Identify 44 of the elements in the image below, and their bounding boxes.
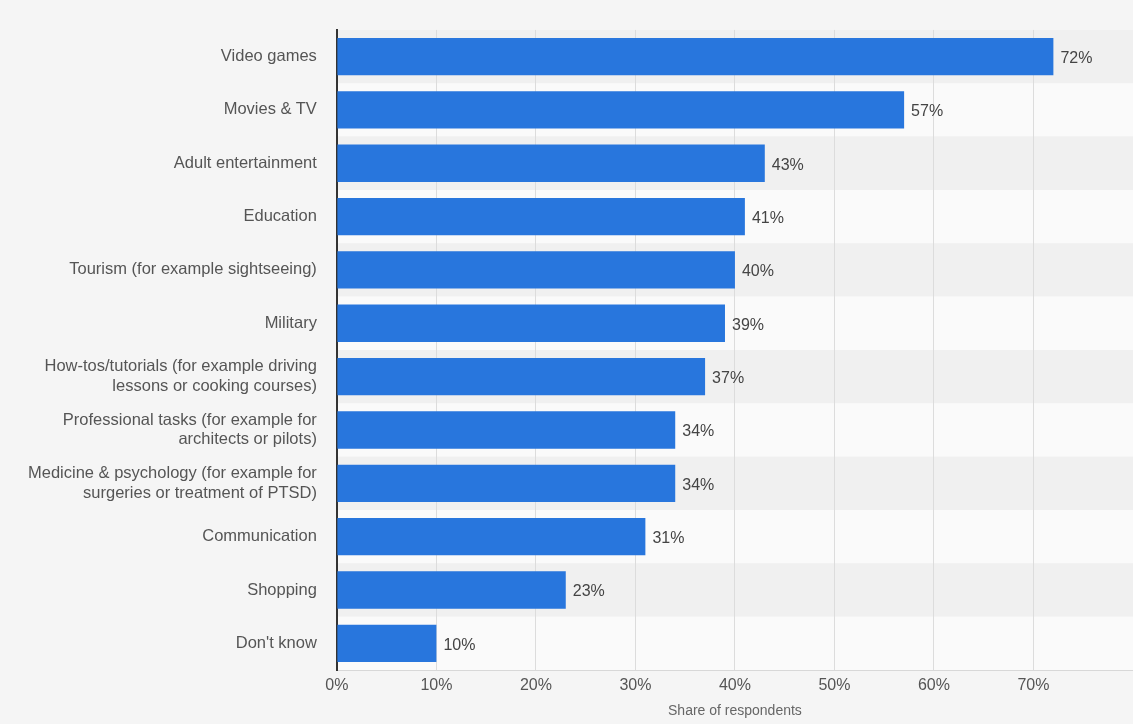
x-tick-label: 0%: [325, 676, 349, 694]
bar: [337, 91, 905, 129]
y-tick-label: Movies & TV: [223, 99, 317, 118]
data-label: 34%: [682, 422, 715, 440]
bar: [337, 411, 676, 449]
data-label: 57%: [911, 102, 944, 120]
y-tick-label: Video games: [220, 46, 317, 65]
y-tick-label: Communication: [202, 526, 317, 545]
y-tick-label: Education: [243, 206, 317, 225]
data-label: 40%: [741, 262, 774, 280]
y-tick-label: Don't know: [235, 632, 317, 651]
data-label: 10%: [443, 635, 476, 653]
data-label: 31%: [652, 529, 685, 547]
data-label: 72%: [1060, 48, 1093, 66]
x-tick-label: 20%: [519, 676, 552, 694]
y-tick-label: Medicine & psychology (for example for surgeries or treatment of PTSD): [27, 462, 318, 501]
data-label: 43%: [771, 155, 804, 173]
y-tick-label: Military: [264, 312, 318, 331]
x-tick-label: 30%: [619, 676, 652, 694]
x-tick-label: 40%: [718, 676, 751, 694]
bar: [337, 357, 706, 396]
bar: [337, 197, 745, 236]
bar: [337, 304, 725, 342]
y-tick-label: Adult entertainment: [173, 152, 318, 171]
bar: [337, 624, 437, 662]
x-tick-label: 70%: [1017, 676, 1050, 694]
x-tick-label: 50%: [818, 676, 851, 694]
x-tick-label: 10%: [420, 676, 453, 694]
bar: [337, 144, 765, 182]
data-label: 34%: [682, 475, 715, 493]
bar: [337, 517, 646, 556]
data-label: 41%: [751, 209, 784, 226]
x-axis-title: Share of respondents: [668, 702, 802, 719]
x-tick-label: 60%: [917, 676, 950, 694]
y-tick-label: Professional tasks (for example for architects or pilots): [62, 409, 318, 448]
bar: [337, 464, 676, 502]
y-tick-label: Tourism (for example sightseeing): [69, 259, 317, 278]
data-label: 39%: [731, 315, 765, 333]
data-label: 23%: [572, 582, 605, 600]
bar: [337, 251, 735, 289]
y-tick-label: Shopping: [247, 579, 317, 598]
y-tick-label: How-tos/tutorials (for example driving lessons or cooking courses): [44, 356, 317, 395]
data-label: 37%: [712, 369, 745, 387]
bar: [337, 571, 566, 609]
